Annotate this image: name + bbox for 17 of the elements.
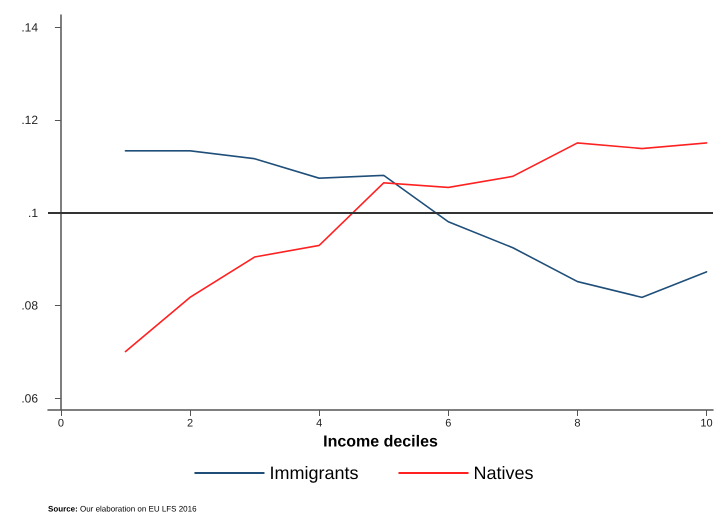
y-tick-label: .14	[21, 20, 38, 35]
line-series	[124, 150, 708, 298]
x-tick-label: 6	[445, 418, 452, 430]
x-axis-title: Income deciles	[323, 434, 438, 450]
x-tick-label: 10	[700, 418, 713, 430]
legend-label: Immigrants	[269, 463, 358, 483]
line-series	[124, 142, 708, 352]
legend-label: Natives	[474, 463, 534, 483]
x-tick-label: 0	[58, 418, 64, 430]
x-tick-label: 2	[186, 418, 194, 430]
y-tick-label: .12	[21, 113, 38, 128]
y-tick-label: .06	[21, 391, 38, 406]
x-tick-label: 8	[574, 418, 580, 430]
y-tick-label: .1	[28, 206, 38, 220]
y-tick-label: .08	[21, 298, 38, 313]
x-tick-label: 4	[316, 418, 322, 430]
source-note: Source: Our elaboration on EU LFS 2016	[48, 504, 198, 514]
